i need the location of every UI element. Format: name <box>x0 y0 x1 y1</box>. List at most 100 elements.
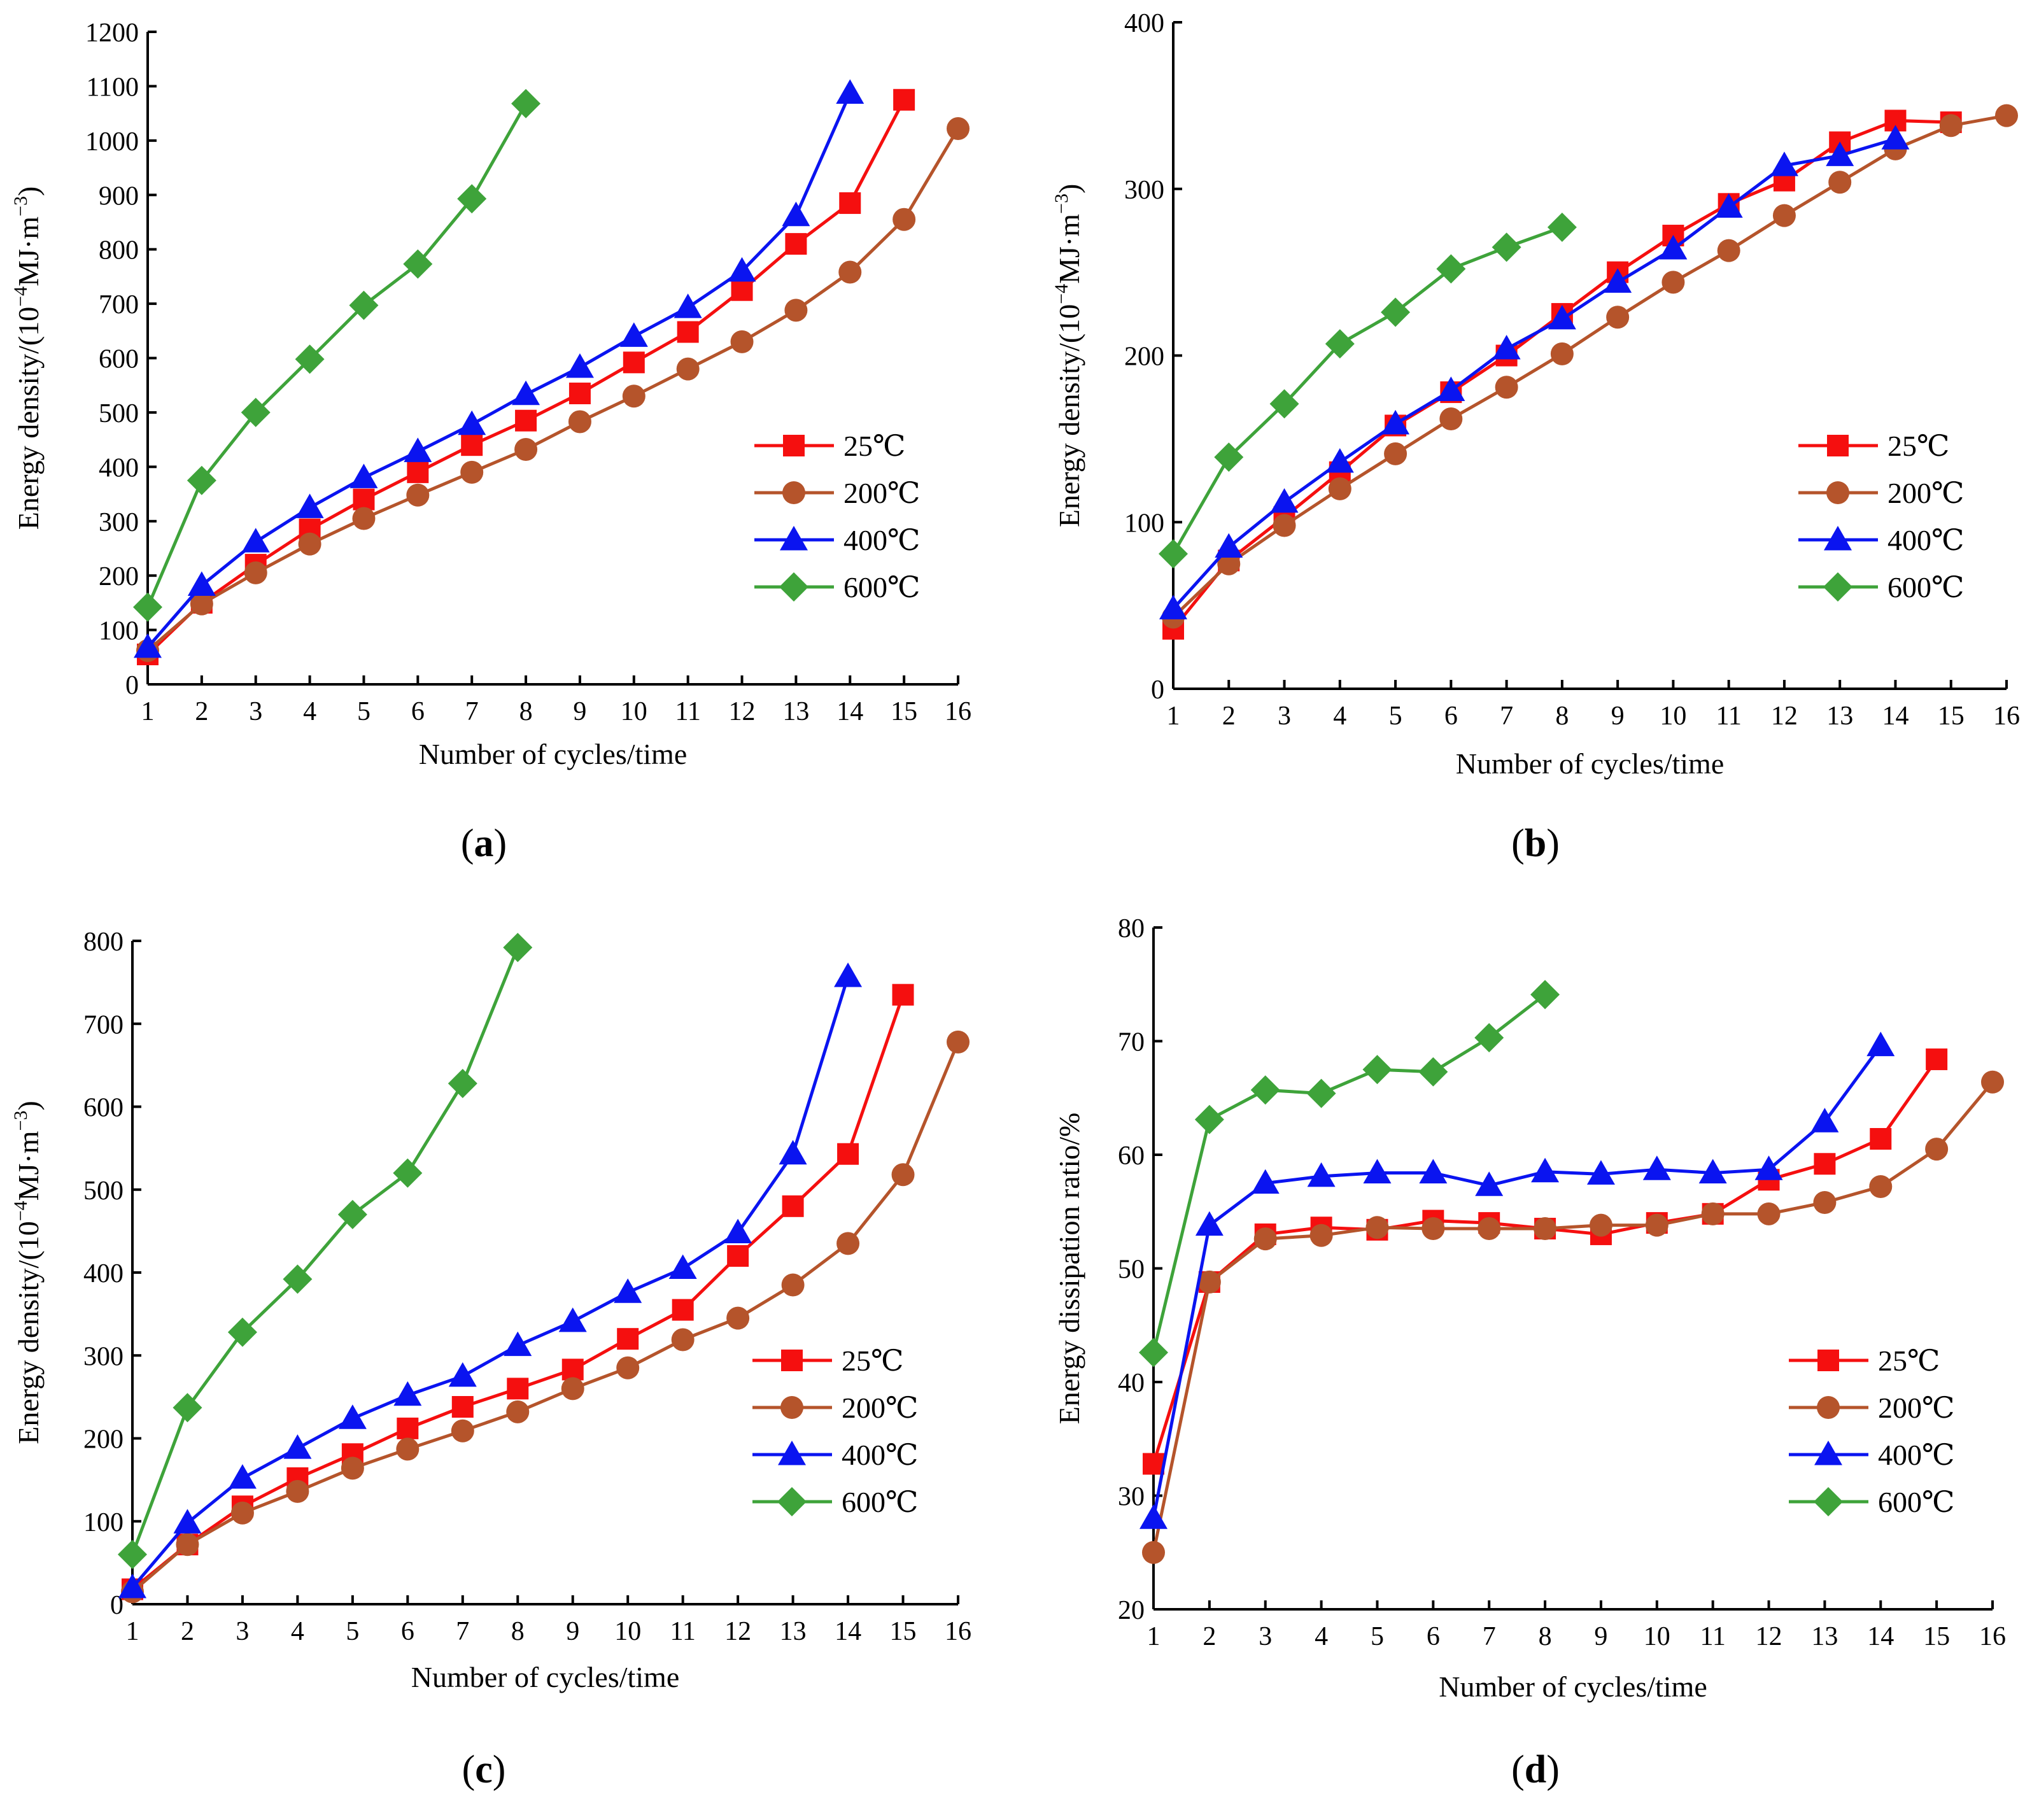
series-200C <box>1162 104 2018 629</box>
data-point-200C <box>1757 1202 1781 1225</box>
x-tick-label: 7 <box>465 697 479 726</box>
x-tick-label: 11 <box>1716 702 1741 731</box>
data-point-400C <box>1714 193 1743 218</box>
legend: 25℃ 200℃ 400℃ 600℃ <box>1798 430 1964 603</box>
data-point-600C <box>393 1158 423 1188</box>
data-point-25C <box>1926 1048 1948 1071</box>
x-tick-label: 14 <box>836 697 863 726</box>
series-line-600C <box>146 102 528 608</box>
y-tick-label: 30 <box>1118 1483 1145 1512</box>
data-point-400C <box>1215 533 1243 558</box>
data-point-400C <box>668 1254 697 1279</box>
series-400C <box>1139 1031 1895 1529</box>
series-600C <box>118 933 533 1569</box>
data-point-25C <box>515 409 537 432</box>
x-tick-label: 1 <box>141 697 155 726</box>
data-point-200C <box>1589 1213 1612 1237</box>
data-point-200C <box>460 460 484 484</box>
y-tick-label: 100 <box>1124 509 1164 538</box>
x-tick-label: 11 <box>675 697 700 726</box>
x-tick-label: 15 <box>1923 1622 1950 1651</box>
legend-marker-600C <box>1823 572 1852 602</box>
data-point-400C <box>1492 335 1521 360</box>
legend-label-400C: 400℃ <box>1878 1439 1954 1471</box>
data-point-200C <box>671 1328 695 1351</box>
data-point-25C <box>568 383 591 405</box>
x-tick-label: 8 <box>1555 702 1569 731</box>
data-point-25C <box>451 1396 474 1418</box>
series-line-400C <box>1152 1045 1882 1519</box>
x-tick-label: 12 <box>724 1617 751 1646</box>
x-tick-label: 12 <box>1756 1622 1782 1651</box>
y-tick-label: 600 <box>99 345 139 374</box>
data-point-25C <box>407 461 429 483</box>
data-point-600C <box>1547 212 1577 242</box>
x-tick-label: 4 <box>303 697 316 726</box>
x-axis-title: Number of cycles/time <box>419 738 688 770</box>
panel-label: (b) <box>1511 822 1560 865</box>
x-tick-label: 16 <box>1993 702 2020 731</box>
data-point-200C <box>836 1232 860 1255</box>
data-point-25C <box>397 1417 419 1439</box>
y-tick-label: 500 <box>99 399 139 428</box>
x-tick-label: 5 <box>1389 702 1402 731</box>
data-point-400C <box>1659 234 1688 260</box>
x-tick-label: 16 <box>1979 1622 2006 1651</box>
data-point-600C <box>295 344 325 374</box>
x-tick-label: 5 <box>1371 1622 1384 1651</box>
y-tick-label: 900 <box>99 181 139 211</box>
data-point-400C <box>728 257 756 282</box>
data-point-400C <box>1363 1159 1392 1184</box>
y-tick-label: 700 <box>83 1010 123 1040</box>
y-tick-label: 1000 <box>85 127 139 157</box>
data-point-400C <box>558 1307 587 1332</box>
y-tick-label: 70 <box>1118 1028 1145 1057</box>
x-tick-label: 12 <box>729 697 756 726</box>
x-tick-label: 13 <box>780 1617 807 1646</box>
data-point-25C <box>561 1358 584 1381</box>
data-point-25C <box>837 1143 859 1165</box>
y-axis-title: Energy dissipation ratio/% <box>1053 1113 1085 1425</box>
x-tick-label: 16 <box>945 697 971 726</box>
x-tick-label: 10 <box>614 1617 641 1646</box>
legend-label-600C: 600℃ <box>1887 571 1964 603</box>
x-tick-label: 14 <box>835 1617 861 1646</box>
data-point-200C <box>561 1377 584 1400</box>
data-point-400C <box>283 1434 312 1459</box>
legend-marker-400C <box>1814 1441 1842 1465</box>
data-point-600C <box>349 290 379 320</box>
data-point-200C <box>286 1479 309 1503</box>
legend-label-600C: 600℃ <box>842 1486 918 1518</box>
data-point-400C <box>1881 125 1910 150</box>
legend-label-25C: 25℃ <box>1887 430 1949 462</box>
data-point-200C <box>1309 1224 1333 1247</box>
legend-marker-25C <box>781 1350 803 1371</box>
x-tick-label: 1 <box>1147 1622 1161 1651</box>
data-point-400C <box>295 493 324 518</box>
data-point-600C <box>1159 539 1188 568</box>
data-point-400C <box>173 1509 202 1534</box>
data-point-200C <box>893 208 916 231</box>
data-point-25C <box>893 88 915 111</box>
data-point-200C <box>784 299 808 322</box>
y-tick-label: 0 <box>125 671 139 700</box>
x-tick-label: 3 <box>236 1617 249 1646</box>
data-point-600C <box>1139 1337 1168 1367</box>
data-point-400C <box>1604 268 1632 293</box>
data-point-25C <box>727 1245 749 1267</box>
data-point-200C <box>1253 1227 1277 1251</box>
data-point-200C <box>451 1419 474 1443</box>
data-point-400C <box>565 353 594 378</box>
data-point-600C <box>1530 980 1560 1010</box>
x-tick-label: 12 <box>1771 702 1798 731</box>
legend-marker-600C <box>779 572 808 602</box>
legend-label-25C: 25℃ <box>842 1344 903 1377</box>
data-point-600C <box>448 1069 477 1099</box>
x-tick-label: 8 <box>511 1617 525 1646</box>
data-point-400C <box>1531 1157 1560 1183</box>
legend: 25℃ 200℃ 400℃ 600℃ <box>754 430 920 603</box>
data-point-400C <box>187 571 216 596</box>
y-tick-label: 0 <box>110 1591 123 1620</box>
data-point-400C <box>1810 1108 1839 1132</box>
x-tick-label: 6 <box>1444 702 1458 731</box>
